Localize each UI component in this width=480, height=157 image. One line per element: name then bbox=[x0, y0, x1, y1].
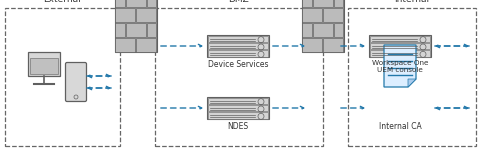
Bar bbox=[207, 35, 267, 42]
Bar bbox=[207, 43, 267, 49]
Bar bbox=[136, 38, 156, 51]
Bar bbox=[206, 97, 268, 119]
Bar bbox=[333, 22, 343, 36]
Bar bbox=[207, 112, 267, 119]
Bar bbox=[5, 8, 120, 146]
Bar bbox=[30, 58, 58, 74]
Bar bbox=[368, 35, 430, 57]
Bar bbox=[147, 0, 156, 6]
Bar bbox=[147, 22, 156, 36]
Bar bbox=[115, 22, 125, 36]
Bar bbox=[115, 0, 156, 52]
Bar bbox=[126, 22, 146, 36]
Text: Device Services: Device Services bbox=[207, 60, 268, 69]
Bar bbox=[126, 0, 146, 6]
Bar bbox=[115, 38, 135, 51]
Bar bbox=[207, 105, 267, 111]
Bar bbox=[28, 52, 60, 76]
Polygon shape bbox=[407, 79, 415, 87]
Text: NDES: NDES bbox=[227, 122, 248, 131]
Bar bbox=[369, 43, 429, 49]
Bar bbox=[312, 0, 332, 6]
Bar bbox=[115, 0, 125, 6]
Text: External: External bbox=[44, 0, 81, 4]
Bar bbox=[323, 8, 343, 22]
Bar bbox=[155, 8, 323, 146]
Bar bbox=[302, 8, 322, 22]
Text: Internal CA: Internal CA bbox=[378, 122, 420, 131]
Bar bbox=[302, 22, 312, 36]
Bar bbox=[207, 50, 267, 57]
Text: Internal: Internal bbox=[394, 0, 429, 4]
Bar bbox=[347, 8, 475, 146]
Bar bbox=[302, 0, 312, 6]
Bar bbox=[115, 8, 135, 22]
Bar bbox=[333, 0, 343, 6]
Bar bbox=[312, 22, 332, 36]
Bar bbox=[302, 38, 322, 51]
FancyBboxPatch shape bbox=[65, 62, 86, 101]
Text: DMZ: DMZ bbox=[228, 0, 249, 4]
Bar bbox=[369, 50, 429, 57]
Bar bbox=[207, 97, 267, 104]
Bar bbox=[136, 8, 156, 22]
Bar bbox=[323, 38, 343, 51]
Polygon shape bbox=[383, 45, 415, 87]
Bar bbox=[206, 35, 268, 57]
Text: Workspace One
UEM console: Workspace One UEM console bbox=[371, 60, 427, 73]
Bar bbox=[369, 35, 429, 42]
Bar bbox=[301, 0, 343, 52]
